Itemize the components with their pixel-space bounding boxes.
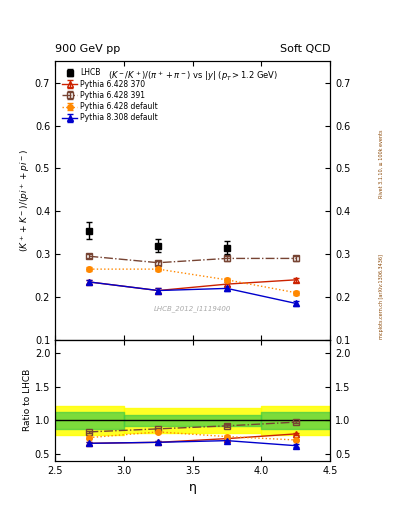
Text: LHCB_2012_I1119400: LHCB_2012_I1119400 bbox=[154, 305, 231, 312]
Y-axis label: $(K^+ + K^-)/(pi^+ + pi^-)$: $(K^+ + K^-)/(pi^+ + pi^-)$ bbox=[18, 149, 32, 252]
Text: $(K^-/K^+)/(\pi^++\pi^-)$ vs $|y|$ $(p_T > 1.2\ \mathrm{GeV})$: $(K^-/K^+)/(\pi^++\pi^-)$ vs $|y|$ $(p_T… bbox=[108, 70, 277, 83]
Text: mcplots.cern.ch [arXiv:1306.3436]: mcplots.cern.ch [arXiv:1306.3436] bbox=[379, 254, 384, 339]
Y-axis label: Ratio to LHCB: Ratio to LHCB bbox=[23, 369, 32, 432]
Legend: LHCB, Pythia 6.428 370, Pythia 6.428 391, Pythia 6.428 default, Pythia 8.308 def: LHCB, Pythia 6.428 370, Pythia 6.428 391… bbox=[59, 65, 161, 125]
Text: 900 GeV pp: 900 GeV pp bbox=[55, 44, 120, 54]
X-axis label: η: η bbox=[189, 481, 196, 494]
Text: Soft QCD: Soft QCD bbox=[280, 44, 330, 54]
Text: Rivet 3.1.10, ≥ 100k events: Rivet 3.1.10, ≥ 100k events bbox=[379, 130, 384, 198]
